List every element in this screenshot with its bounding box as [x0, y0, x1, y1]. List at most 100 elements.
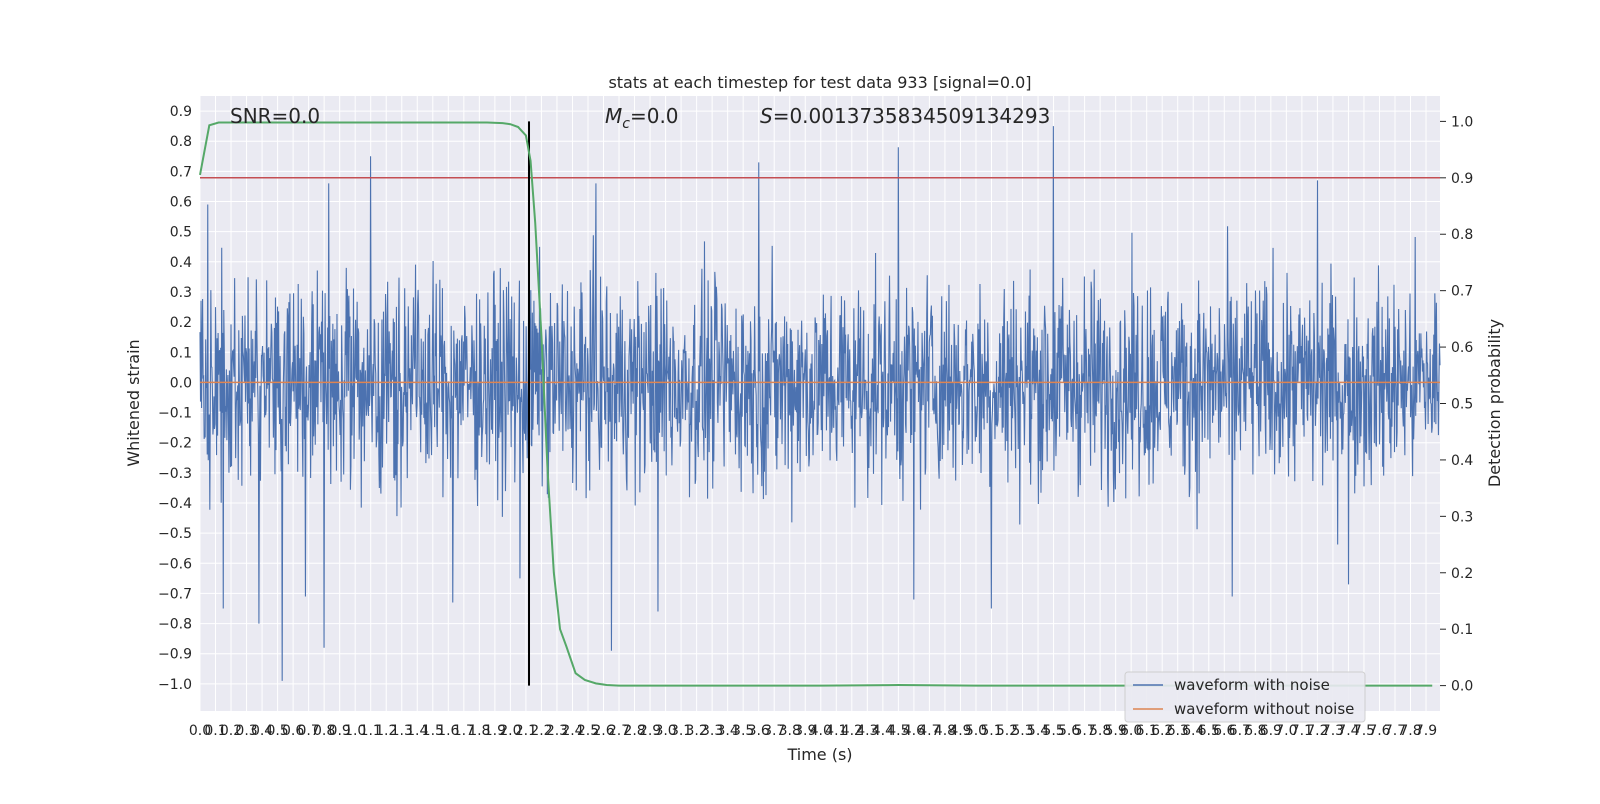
series-waveform-with-noise: [199, 126, 1441, 681]
x-tick-label: 6.0: [1120, 723, 1142, 739]
annotation-chirp-mass-symbol: M: [605, 104, 622, 128]
y-tick-label: −0.2: [158, 436, 192, 452]
x-tick-label: 3.7: [763, 723, 785, 739]
x-tick-label: 3.0: [654, 723, 676, 739]
x-tick-label: 4.0: [810, 723, 832, 739]
x-axis-label: Time (s): [786, 745, 852, 764]
x-tick-label: 6.1: [1136, 723, 1158, 739]
x-tick-label: 1.3: [391, 723, 413, 739]
x-tick-label: 3.6: [748, 723, 770, 739]
x-tick-label: 5.4: [1027, 723, 1049, 739]
x-tick-label: 0.7: [298, 723, 320, 739]
y-tick-label: 0.7: [170, 164, 192, 180]
x-tick-label: 4.2: [841, 723, 863, 739]
x-tick-label: 4.4: [872, 723, 894, 739]
x-tick-label: 3.2: [685, 723, 707, 739]
x-tick-label: 1.2: [375, 723, 397, 739]
annotation-s-value: =0.0013735834509134293: [773, 104, 1051, 128]
annotation-s-symbol: S: [760, 104, 773, 128]
y-tick-label: −0.8: [158, 617, 192, 633]
annotation-s: S=0.0013735834509134293: [760, 104, 1050, 128]
x-tick-label: 7.9: [1415, 723, 1437, 739]
y-tick-label: −0.6: [158, 556, 192, 572]
legend-box: [1124, 671, 1366, 723]
y-tick-label: −0.7: [158, 586, 192, 602]
x-tick-label: 7.5: [1353, 723, 1375, 739]
x-tick-label: 2.0: [499, 723, 521, 739]
annotation-chirp-mass: Mc=0.0: [605, 104, 679, 132]
y-tick-label: 0.9: [170, 104, 192, 120]
x-tick-label: 0.1: [204, 723, 226, 739]
x-tick-label: 4.5: [887, 723, 909, 739]
x-tick-label: 2.4: [561, 723, 583, 739]
x-tick-label: 0.8: [313, 723, 335, 739]
y-tick-label: 0.8: [170, 134, 192, 150]
x-tick-label: 5.6: [1058, 723, 1080, 739]
y2-tick-label: 0.6: [1451, 340, 1473, 356]
x-tick-label: 2.2: [530, 723, 552, 739]
x-tick-label: 2.9: [639, 723, 661, 739]
detection-probability-line: [199, 121, 1433, 687]
y-tick-label: −0.3: [158, 466, 192, 482]
y2-tick-label: 0.3: [1451, 509, 1473, 525]
annotation-chirp-mass-subscript: c: [622, 116, 630, 132]
x-tick-label: 4.6: [903, 723, 925, 739]
x-tick-label: 7.0: [1275, 723, 1297, 739]
x-tick-label: 5.0: [965, 723, 987, 739]
x-tick-label: 2.5: [577, 723, 599, 739]
x-tick-label: 5.7: [1073, 723, 1095, 739]
x-tick-label: 7.6: [1368, 723, 1390, 739]
x-tick-label: 3.1: [670, 723, 692, 739]
series-lines: [199, 121, 1440, 687]
y2-tick-label: 0.0: [1451, 679, 1473, 695]
x-tick-label: 4.8: [934, 723, 956, 739]
x-tick-label: 2.3: [546, 723, 568, 739]
x-tick-label: 6.4: [1182, 723, 1204, 739]
y2-tick-label: 0.9: [1451, 171, 1473, 187]
x-tick-label: 5.9: [1105, 723, 1127, 739]
x-tick-label: 6.2: [1151, 723, 1173, 739]
x-tick-label: 2.8: [623, 723, 645, 739]
x-tick-label: 0.2: [220, 723, 242, 739]
chart-title: stats at each timestep for test data 933…: [608, 73, 1031, 92]
x-tick-label: 0.0: [189, 723, 211, 739]
x-tick-labels: 0.00.10.20.30.40.50.60.70.80.91.01.11.21…: [189, 723, 1437, 739]
x-tick-label: 0.9: [329, 723, 351, 739]
x-tick-label: 1.1: [360, 723, 382, 739]
y2-tick-label: 0.1: [1451, 622, 1473, 638]
legend-label-noise: waveform with noise: [1174, 676, 1330, 694]
y2-tick-label: 0.7: [1451, 284, 1473, 300]
x-tick-label: 5.2: [996, 723, 1018, 739]
y2-tick-label: 0.2: [1451, 566, 1473, 582]
x-tick-label: 7.3: [1322, 723, 1344, 739]
y-tick-label: 0.0: [170, 375, 192, 391]
y-tick-label: 0.5: [170, 225, 192, 241]
y-tick-label: 0.1: [170, 345, 192, 361]
x-tick-label: 3.4: [717, 723, 739, 739]
x-tick-label: 6.6: [1213, 723, 1235, 739]
x-tick-label: 1.0: [344, 723, 366, 739]
y2-tick-label: 0.8: [1451, 227, 1473, 243]
x-tick-label: 5.8: [1089, 723, 1111, 739]
y-tick-label: 0.6: [170, 195, 192, 211]
y2-tick-label: 0.4: [1451, 453, 1473, 469]
x-tick-label: 5.5: [1042, 723, 1064, 739]
annotation-chirp-mass-value: =0.0: [630, 104, 679, 128]
x-tick-label: 2.6: [592, 723, 614, 739]
y-tick-label: 0.4: [170, 255, 192, 271]
y2-axis-label: Detection probability: [1485, 319, 1504, 487]
y-tick-label: 0.3: [170, 285, 192, 301]
y2-tick-labels: 1.0 0.9 0.8 0.7 0.6 0.5 0.4 0.3 0.2 0.1 0.0: [1440, 114, 1473, 695]
x-tick-label: 6.3: [1167, 723, 1189, 739]
y-tick-label: −0.9: [158, 647, 192, 663]
x-tick-label: 7.8: [1399, 723, 1421, 739]
x-tick-label: 0.4: [251, 723, 273, 739]
x-tick-label: 3.5: [732, 723, 754, 739]
x-tick-label: 3.9: [794, 723, 816, 739]
legend: waveform with noise waveform without noi…: [1124, 671, 1366, 723]
x-tick-label: 4.7: [918, 723, 940, 739]
y-tick-label: 0.2: [170, 315, 192, 331]
x-tick-label: 4.9: [949, 723, 971, 739]
x-tick-label: 1.9: [484, 723, 506, 739]
